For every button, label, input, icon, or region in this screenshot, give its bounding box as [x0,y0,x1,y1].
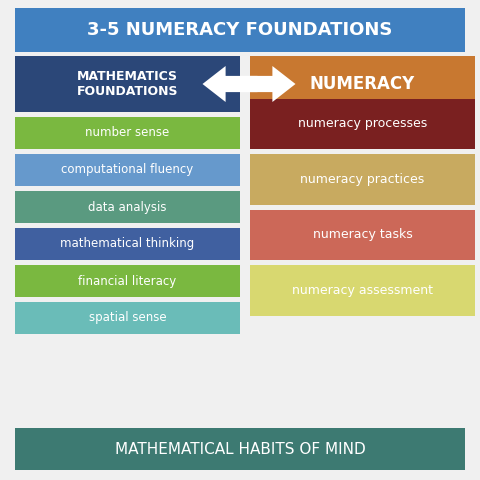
Text: MATHEMATICS
FOUNDATIONS: MATHEMATICS FOUNDATIONS [77,70,178,98]
Text: numeracy tasks: numeracy tasks [312,228,412,241]
FancyBboxPatch shape [15,8,465,52]
FancyBboxPatch shape [15,56,240,112]
Text: mathematical thinking: mathematical thinking [60,238,194,251]
FancyBboxPatch shape [15,228,240,260]
FancyBboxPatch shape [250,209,475,260]
Text: numeracy practices: numeracy practices [300,173,425,186]
FancyBboxPatch shape [15,117,240,149]
Text: numeracy processes: numeracy processes [298,117,427,130]
Text: 3-5 NUMERACY FOUNDATIONS: 3-5 NUMERACY FOUNDATIONS [87,21,393,39]
FancyBboxPatch shape [15,191,240,223]
Text: number sense: number sense [85,127,169,140]
Polygon shape [203,66,257,102]
FancyBboxPatch shape [250,56,475,112]
FancyBboxPatch shape [15,302,240,334]
FancyBboxPatch shape [15,265,240,297]
FancyBboxPatch shape [250,154,475,204]
FancyBboxPatch shape [15,154,240,186]
FancyBboxPatch shape [15,428,465,470]
Text: MATHEMATICAL HABITS OF MIND: MATHEMATICAL HABITS OF MIND [115,442,365,456]
Text: numeracy assessment: numeracy assessment [292,284,433,297]
Text: NUMERACY: NUMERACY [310,75,415,93]
Text: financial literacy: financial literacy [78,275,177,288]
Text: data analysis: data analysis [88,201,167,214]
Text: spatial sense: spatial sense [89,312,166,324]
FancyBboxPatch shape [250,265,475,315]
Text: computational fluency: computational fluency [61,164,193,177]
FancyBboxPatch shape [250,98,475,149]
Polygon shape [240,66,296,102]
